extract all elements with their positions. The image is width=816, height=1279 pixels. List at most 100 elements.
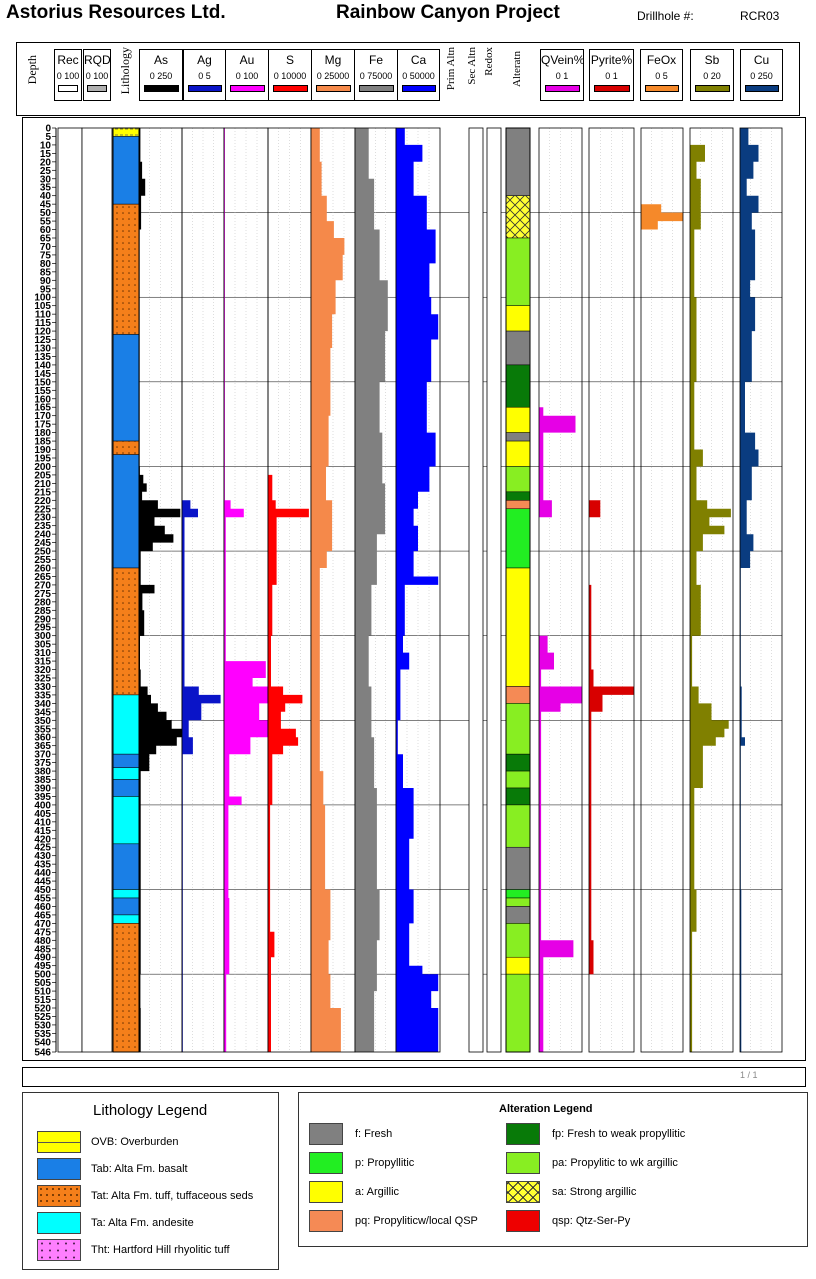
depth-tick-label: 485 bbox=[34, 944, 51, 955]
depth-tick-label: 215 bbox=[34, 487, 51, 498]
depth-tick-label: 370 bbox=[34, 750, 51, 761]
depth-tick-label: 435 bbox=[34, 860, 51, 871]
alteration-legend-label: pq: Propyliticw/local QSP bbox=[355, 1215, 478, 1227]
depth-tick-label: 235 bbox=[34, 521, 51, 532]
lithology-interval bbox=[112, 454, 140, 569]
S-header-swatch bbox=[272, 85, 308, 92]
lithology-swatch-ovb bbox=[37, 1131, 81, 1153]
lithology-legend-item: Tht: Hartford Hill rhyolitic tuff bbox=[37, 1239, 230, 1261]
alteration-interval bbox=[505, 906, 531, 924]
alteration-swatch-fp bbox=[506, 1123, 540, 1145]
alteration-interval bbox=[505, 127, 531, 196]
alteration-legend-item: pa: Propylitic to wk argillic bbox=[506, 1152, 678, 1174]
Fe-series bbox=[355, 128, 388, 1052]
drillhole-id: RCR03 bbox=[740, 9, 780, 23]
alteration-legend-item: p: Propyllitic bbox=[309, 1152, 414, 1174]
Fe-header-swatch bbox=[358, 85, 394, 92]
FeOx-column-border bbox=[640, 127, 684, 1053]
alteration-legend-item: pq: Propyliticw/local QSP bbox=[309, 1210, 478, 1232]
alteration-interval bbox=[505, 897, 531, 907]
rqd-name: RQD bbox=[84, 53, 111, 67]
depth-tick-label: 445 bbox=[34, 877, 51, 888]
depth-tick-label: 300 bbox=[34, 631, 51, 642]
depth-tick-label: 75 bbox=[40, 250, 52, 261]
alteration-swatch-a bbox=[309, 1181, 343, 1203]
depth-tick-label: 170 bbox=[34, 411, 51, 422]
lithology-swatch-tab bbox=[37, 1158, 81, 1180]
depth-tick-label: 305 bbox=[34, 640, 51, 651]
lithology-interval bbox=[112, 753, 140, 768]
sec-altn-column bbox=[486, 127, 502, 1053]
depth-tick-label: 340 bbox=[34, 699, 51, 710]
depth-tick-label: 220 bbox=[34, 496, 51, 507]
depth-tick-label: 320 bbox=[34, 665, 51, 676]
depth-tick-label: 390 bbox=[34, 784, 51, 795]
lithology-legend-item: OVB: Overburden bbox=[37, 1131, 178, 1153]
depth-tick-label: 20 bbox=[40, 157, 52, 168]
lithology-interval bbox=[112, 796, 140, 845]
depth-tick-label: 195 bbox=[34, 454, 51, 465]
S-series bbox=[268, 128, 309, 1052]
page-number: 1 / 1 bbox=[740, 1070, 758, 1080]
alteration-legend-label: p: Propyllitic bbox=[355, 1157, 415, 1169]
alteration-swatch-pa bbox=[506, 1152, 540, 1174]
Au-header-swatch bbox=[229, 85, 265, 92]
FeOx-header: FeOx 0 5 bbox=[640, 49, 683, 101]
Sb-header-name: Sb bbox=[704, 53, 720, 67]
lithology-interval bbox=[112, 567, 140, 696]
alteration-interval bbox=[505, 846, 531, 890]
depth-tick-label: 535 bbox=[34, 1029, 51, 1040]
alteration-interval bbox=[505, 956, 531, 975]
alteration-legend-item: f: Fresh bbox=[309, 1123, 392, 1145]
Ag-header-swatch bbox=[187, 85, 222, 92]
Ca-header: Ca 0 50000 bbox=[397, 49, 440, 101]
depth-tick-label: 105 bbox=[34, 301, 51, 312]
depth-tick-label: 80 bbox=[40, 259, 52, 270]
lithology-legend-label: Tat: Alta Fm. tuff, tuffaceous seds bbox=[91, 1190, 254, 1202]
rec-header: Rec 0 100 bbox=[54, 49, 82, 101]
alteration-interval bbox=[505, 770, 531, 789]
alteration-swatch-p bbox=[309, 1152, 343, 1174]
depth-tick-label: 210 bbox=[34, 479, 51, 490]
alteration-legend-item: a: Argillic bbox=[309, 1181, 399, 1203]
Au-header-name: Au bbox=[239, 53, 255, 67]
depth-tick-label: 135 bbox=[34, 352, 51, 363]
alteration-swatch-qsp bbox=[506, 1210, 540, 1232]
alteration-legend-label: a: Argillic bbox=[355, 1186, 400, 1198]
lithology-interval bbox=[112, 914, 140, 924]
QVein%-header-range: 0 1 bbox=[555, 71, 569, 81]
depth-tick-label: 25 bbox=[40, 166, 52, 177]
As-header: As 0 250 bbox=[139, 49, 183, 101]
Ca-header-name: Ca bbox=[410, 53, 427, 67]
Ca-series bbox=[396, 128, 439, 1052]
depth-tick-label: 380 bbox=[34, 767, 51, 778]
depth-tick-label: 430 bbox=[34, 851, 51, 862]
depth-tick-label: 100 bbox=[34, 293, 51, 304]
depth-tick-label: 45 bbox=[40, 200, 52, 211]
lithology-legend-title: Lithology Legend bbox=[93, 1102, 208, 1119]
depth-tick-label: 455 bbox=[34, 894, 51, 905]
Mg-header-swatch bbox=[315, 85, 351, 92]
depth-tick-label: 185 bbox=[34, 437, 51, 448]
Ag-series bbox=[182, 128, 221, 1052]
depth-tick-label: 30 bbox=[40, 174, 52, 185]
depth-tick-label: 250 bbox=[34, 547, 51, 558]
depth-tick-label: 295 bbox=[34, 623, 51, 634]
depth-tick-label: 325 bbox=[34, 674, 51, 685]
S-header-name: S bbox=[285, 53, 294, 67]
depth-tick-label: 425 bbox=[34, 843, 51, 854]
depth-tick-label: 270 bbox=[34, 580, 51, 591]
As-header-range: 0 250 bbox=[149, 71, 173, 81]
lithology-legend-label: Ta: Alta Fm. andesite bbox=[91, 1217, 194, 1229]
depth-tick-label: 335 bbox=[34, 690, 51, 701]
depth-tick-label: 110 bbox=[35, 310, 52, 321]
QVein%-series bbox=[539, 128, 582, 1052]
depth-tick-label: 350 bbox=[34, 716, 51, 727]
Au-series bbox=[224, 128, 268, 1052]
lithology-interval bbox=[112, 440, 140, 455]
depth-tick-label: 450 bbox=[34, 885, 51, 896]
depth-tick-label: 310 bbox=[34, 648, 51, 659]
lithology-interval bbox=[112, 923, 140, 1053]
depth-tick-label: 495 bbox=[34, 961, 51, 972]
